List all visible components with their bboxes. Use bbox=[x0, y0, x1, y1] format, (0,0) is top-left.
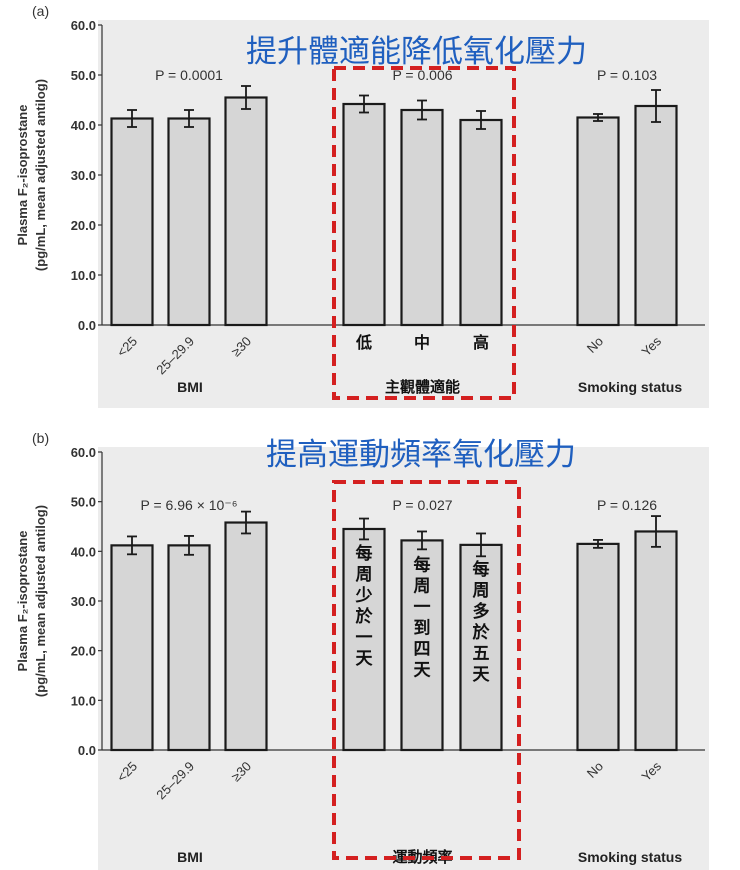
bar bbox=[167, 544, 211, 752]
x-tick-label-vertical: 每周少於一天 bbox=[355, 543, 374, 669]
headline-title: 提高運動頻率氧化壓力 bbox=[266, 437, 576, 473]
y-axis-label-line1: Plasma F₂-isoprostane bbox=[15, 531, 30, 672]
vertical-char: 每 bbox=[414, 554, 431, 575]
bar bbox=[576, 542, 620, 752]
x-tick-label-vertical: 每周一到四天 bbox=[414, 554, 432, 680]
y-tick-label: 30.0 bbox=[71, 168, 96, 183]
y-tick-label: 60.0 bbox=[71, 18, 96, 33]
highlight-box bbox=[332, 66, 516, 400]
p-value-label: P = 0.126 bbox=[597, 497, 657, 513]
group-label: Smoking status bbox=[578, 379, 682, 395]
bar bbox=[576, 116, 620, 327]
p-value-label: P = 0.103 bbox=[597, 67, 657, 83]
x-tick-label: 高 bbox=[473, 333, 489, 352]
x-tick-label: 低 bbox=[355, 333, 372, 352]
y-tick-label: 10.0 bbox=[71, 693, 96, 708]
vertical-char: 四 bbox=[414, 639, 431, 659]
vertical-char: 天 bbox=[414, 660, 432, 680]
y-tick-label: 10.0 bbox=[71, 268, 96, 283]
vertical-char: 到 bbox=[414, 618, 431, 638]
bar bbox=[110, 544, 154, 752]
vertical-char: 五 bbox=[473, 644, 490, 664]
vertical-char: 周 bbox=[356, 565, 373, 585]
vertical-char: 天 bbox=[356, 649, 374, 669]
y-tick-label: 0.0 bbox=[78, 318, 96, 333]
vertical-char: 多 bbox=[473, 601, 490, 622]
group-label: Smoking status bbox=[578, 849, 682, 865]
chart-panel-b: (b) 0.0 10.0 20.0 30.0 40.0 50.0 60.0 Plasma F₂-… bbox=[15, 430, 709, 870]
p-value-label: P = 0.006 bbox=[392, 67, 452, 83]
x-tick-label-vertical: 每周多於五天 bbox=[473, 559, 491, 685]
bar bbox=[400, 108, 444, 327]
vertical-char: 天 bbox=[473, 665, 491, 685]
bar bbox=[459, 118, 503, 327]
vertical-char: 於 bbox=[473, 622, 491, 643]
bar bbox=[224, 521, 268, 752]
y-tick-label: 40.0 bbox=[71, 118, 96, 133]
vertical-char: 周 bbox=[414, 576, 431, 596]
bar bbox=[634, 530, 678, 752]
bar bbox=[342, 102, 386, 327]
y-axis-label-line1: Plasma F₂-isoprostane bbox=[15, 105, 30, 246]
p-value-label: P = 0.0001 bbox=[155, 67, 223, 83]
y-axis-label-line2: (pg/mL, mean adjusted antilog) bbox=[33, 79, 48, 271]
vertical-char: 一 bbox=[356, 628, 373, 648]
p-value-label: P = 0.027 bbox=[392, 497, 452, 513]
chart-panel-a: (a) 0.0 10.0 20.0 30.0 40.0 50.0 60.0 Plasma F₂-… bbox=[15, 3, 709, 408]
vertical-char: 少 bbox=[355, 586, 373, 606]
panel-label: (a) bbox=[32, 3, 49, 19]
y-tick-label: 50.0 bbox=[71, 68, 96, 83]
y-axis-label-line2: (pg/mL, mean adjusted antilog) bbox=[33, 505, 48, 697]
vertical-char: 每 bbox=[473, 559, 490, 580]
y-tick-label: 40.0 bbox=[71, 544, 96, 559]
group-label: BMI bbox=[177, 849, 203, 865]
vertical-char: 每 bbox=[356, 543, 373, 564]
y-tick-label: 50.0 bbox=[71, 495, 96, 510]
y-tick-label: 60.0 bbox=[71, 445, 96, 460]
bar bbox=[459, 543, 503, 752]
bar bbox=[342, 527, 386, 752]
bar bbox=[224, 96, 268, 327]
vertical-char: 一 bbox=[414, 597, 431, 617]
p-value-label: P = 6.96 × 10⁻⁶ bbox=[141, 497, 238, 513]
vertical-char: 於 bbox=[356, 606, 374, 627]
bar bbox=[167, 117, 211, 327]
vertical-char: 周 bbox=[473, 581, 490, 601]
y-tick-label: 30.0 bbox=[71, 594, 96, 609]
y-tick-label: 0.0 bbox=[78, 743, 96, 758]
y-tick-label: 20.0 bbox=[71, 218, 96, 233]
highlight-box bbox=[332, 480, 521, 860]
group-label: 主觀體適能 bbox=[385, 378, 460, 396]
bar bbox=[110, 117, 154, 327]
bar bbox=[634, 104, 678, 327]
panel-label: (b) bbox=[32, 430, 49, 446]
x-tick-label: 中 bbox=[414, 333, 430, 352]
y-tick-label: 20.0 bbox=[71, 644, 96, 659]
headline-title: 提升體適能降低氧化壓力 bbox=[246, 34, 587, 70]
group-label: BMI bbox=[177, 379, 203, 395]
